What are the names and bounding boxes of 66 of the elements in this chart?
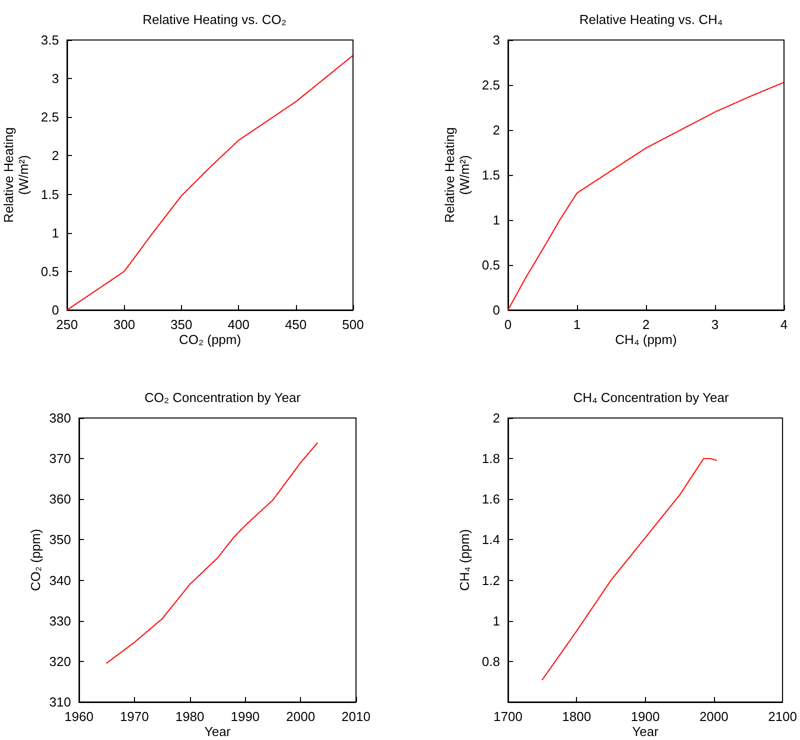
x-tick-label: 300 — [113, 317, 136, 332]
y-axis-title: Relative Heating (W/m²) — [1, 127, 31, 223]
x-tick-label: 1970 — [120, 709, 149, 724]
y-tick-label: 330 — [49, 613, 71, 628]
y-tick-label: 3.5 — [40, 32, 59, 48]
y-tick-label: 310 — [49, 694, 71, 710]
y-tick-label: 340 — [49, 572, 71, 588]
x-tick-label: 500 — [342, 317, 364, 332]
x-tick-label: 0 — [504, 317, 512, 332]
x-tick-label: 2100 — [768, 709, 797, 724]
y-tick-label: 2.5 — [40, 110, 59, 125]
y-tick-label: 1 — [52, 225, 59, 240]
chart-title: Relative Heating vs. CO₂ — [142, 12, 286, 27]
y-tick-label: 2 — [52, 148, 59, 164]
line-series — [542, 458, 718, 680]
x-axis-title: Year — [632, 724, 660, 739]
x-axis-title: CO₂ (ppm) — [178, 332, 242, 347]
x-axis-title: CH₄ (ppm) — [615, 332, 677, 347]
y-tick-label: 2.5 — [482, 78, 500, 92]
y-tick-label: 1.2 — [482, 572, 500, 588]
y-tick-label: 1.5 — [40, 186, 59, 202]
y-axis-title: CO₂ (ppm) — [28, 528, 43, 592]
y-tick-label: 0.5 — [40, 264, 59, 279]
y-tick-label: 1.8 — [482, 451, 500, 466]
y-tick-label: 2 — [492, 410, 500, 426]
chart-title: CH₄ Concentration by Year — [573, 390, 730, 405]
y-tick-label: 1.4 — [482, 532, 500, 548]
y-tick-label: 3 — [52, 71, 59, 86]
x-tick-label: 2000 — [286, 709, 316, 724]
chart-title: Relative Heating vs. CH₄ — [579, 12, 723, 27]
y-tick-label: 1 — [492, 212, 500, 228]
x-tick-label: 1700 — [494, 709, 522, 724]
y-tick-label: 0.8 — [482, 654, 500, 669]
y-tick-label: 1.5 — [482, 168, 500, 182]
y-axis-title: CH₄ (ppm) — [457, 529, 472, 591]
y-tick-label: 1 — [492, 613, 500, 628]
y-tick-label: 0 — [492, 302, 500, 318]
y-tick-label: 0.5 — [482, 258, 500, 272]
x-tick-label: 2 — [642, 317, 650, 332]
y-tick-label: 1.6 — [482, 492, 500, 507]
y-axis-title: Relative Heating (W/m²) — [442, 127, 472, 223]
y-tick-label: 380 — [49, 410, 71, 426]
x-tick-label: 250 — [56, 317, 78, 332]
y-tick-label: 370 — [49, 451, 71, 466]
x-tick-label: 1980 — [175, 709, 204, 724]
x-tick-label: 1990 — [230, 709, 260, 724]
y-tick-label: 360 — [49, 492, 71, 507]
y-tick-label: 0 — [52, 302, 59, 318]
x-tick-label: 1800 — [562, 709, 592, 724]
y-tick-label: 350 — [49, 532, 71, 548]
x-tick-label: 450 — [284, 317, 307, 332]
y-tick-label: 3 — [492, 32, 500, 48]
x-tick-label: 1900 — [630, 709, 660, 724]
x-tick-label: 3 — [711, 317, 719, 332]
x-axis-title: Year — [204, 724, 232, 739]
x-tick-label: 4 — [780, 317, 788, 332]
x-tick-label: 1960 — [64, 709, 94, 724]
x-tick-label: 1 — [573, 317, 581, 332]
x-tick-label: 350 — [170, 317, 192, 332]
chart-title: CO₂ Concentration by Year — [144, 390, 302, 405]
x-tick-label: 2010 — [342, 709, 370, 724]
y-tick-label: 2 — [492, 122, 500, 138]
x-tick-label: 2000 — [699, 709, 728, 724]
y-tick-label: 320 — [49, 654, 71, 669]
line-series — [106, 442, 318, 664]
x-tick-label: 400 — [228, 317, 250, 332]
